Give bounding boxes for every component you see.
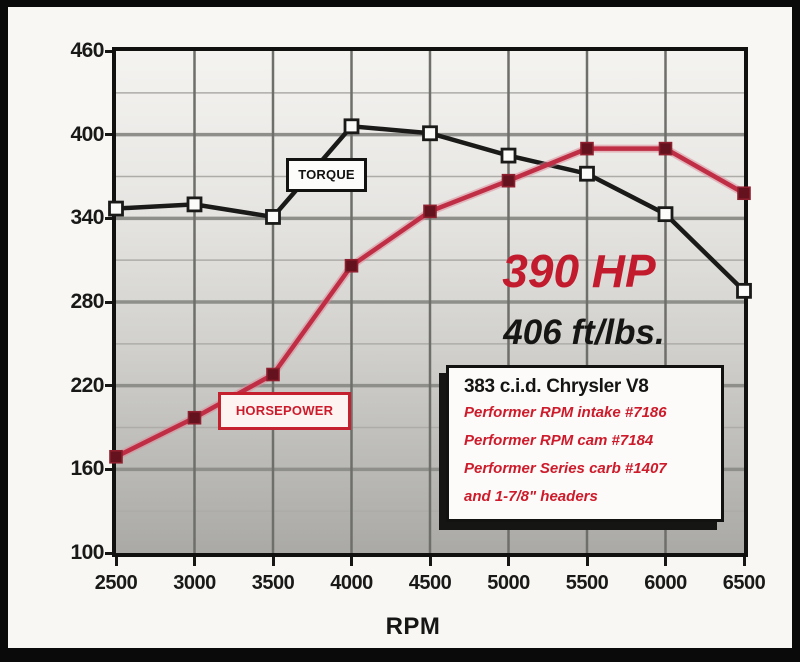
torque-peak-value: 406 ft/lbs. (503, 313, 665, 352)
y-axis-label: 220 (70, 373, 104, 397)
y-axis-tick (105, 467, 112, 471)
y-axis-label: 100 (70, 541, 104, 564)
x-axis-label: 2500 (94, 572, 138, 594)
y-axis-label: 340 (70, 206, 104, 230)
y-axis-tick (105, 384, 112, 388)
x-axis-label: 4000 (330, 572, 373, 594)
x-axis-label: 3500 (251, 572, 295, 594)
x-axis-tick (350, 557, 353, 566)
x-axis-label: 6000 (644, 572, 687, 594)
engine-spec-lines: Performer RPM intake #7186 Performer RPM … (449, 399, 721, 511)
hp-peak-value: 390 HP (502, 245, 656, 297)
chart-page: 100 160 220 280 340 400 460 2500 3000 3500 4000 450… (8, 7, 792, 648)
x-axis-tick (271, 557, 275, 566)
x-axis-tick (193, 557, 196, 566)
x-axis-label: 5500 (565, 572, 609, 594)
x-axis-tick (507, 557, 510, 566)
engine-spec-box: 383 c.i.d. Chrysler V8 Performer RPM int… (446, 365, 724, 522)
x-axis-label: 4500 (408, 572, 452, 594)
y-axis-tick (105, 216, 112, 220)
horsepower-curve-label: HORSEPOWER (218, 392, 351, 430)
x-axis-label: 6500 (722, 572, 766, 594)
engine-spec-line: Performer RPM intake #7186 (464, 404, 667, 421)
x-axis-label: 5000 (487, 572, 530, 594)
y-axis-label: 460 (70, 39, 104, 62)
x-axis-tick (114, 557, 118, 566)
engine-spec-title: 383 c.i.d. Chrysler V8 (464, 376, 649, 397)
y-axis-label: 280 (70, 290, 104, 313)
x-axis-tick (742, 557, 746, 566)
y-axis-tick (105, 300, 112, 304)
engine-spec-line: Performer Series carb #1407 (464, 460, 667, 477)
torque-curve-label: TORQUE (286, 158, 367, 192)
x-axis-tick (664, 557, 667, 566)
y-axis-tick (105, 551, 112, 555)
engine-spec-line: and 1-7/8" headers (464, 488, 598, 505)
y-axis-tick (105, 133, 112, 137)
x-axis-title: RPM (385, 613, 441, 640)
x-axis-tick (428, 557, 432, 566)
x-axis-tick (585, 557, 589, 566)
y-axis-label: 160 (70, 457, 104, 481)
y-axis-tick (105, 49, 112, 53)
x-axis-label: 3000 (173, 572, 216, 594)
y-axis-label: 400 (70, 122, 104, 146)
engine-spec-line: Performer RPM cam #7184 (464, 432, 654, 449)
